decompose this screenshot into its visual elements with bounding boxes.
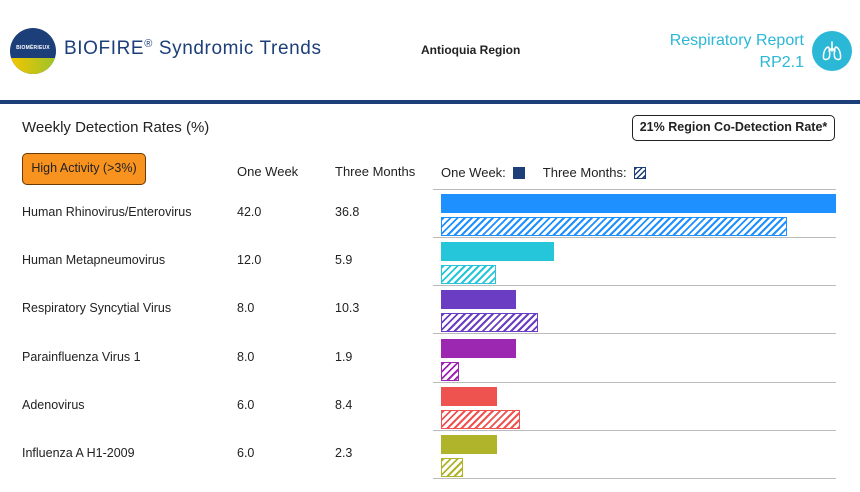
row-separator — [433, 381, 836, 383]
three-months-bar — [441, 409, 520, 429]
three-months-bar — [441, 217, 788, 236]
report-header: BIOMÉRIEUX BIOFIRE® Syndromic Trends Ant… — [0, 0, 860, 104]
table-row: Parainfluenza Virus 1 8.0 1.9 — [0, 335, 860, 383]
three-months-value: 36.8 — [335, 205, 360, 219]
logo-text: BIOMÉRIEUX — [16, 45, 50, 51]
table-row: Adenovirus 6.0 8.4 — [0, 383, 860, 431]
brand-suffix: Syndromic Trends — [158, 38, 322, 59]
three-months-bar — [441, 361, 459, 381]
chart-legend: One Week: Three Months: — [441, 165, 646, 180]
report-title-line1: Respiratory Report — [669, 32, 804, 49]
report-title: Respiratory Report RP2.1 — [670, 30, 804, 74]
pathogen-name: Influenza A H1-2009 — [22, 446, 135, 460]
legend-solid-swatch — [512, 166, 525, 179]
pathogen-name: Parainfluenza Virus 1 — [22, 349, 141, 364]
pathogen-name: Human Rhinovirus/Enterovirus — [22, 205, 192, 219]
legend-hatched-swatch — [633, 166, 646, 179]
section-title: Weekly Detection Rates (%) — [22, 119, 210, 136]
column-header-one-week: One Week — [237, 164, 299, 179]
report-title-line2: RP2.1 — [759, 54, 804, 71]
codetection-rate-box: 21% Region Co-Detection Rate* — [632, 115, 835, 141]
one-week-value: 6.0 — [237, 397, 255, 412]
table-row: Human Metapneumovirus 12.0 5.9 — [0, 238, 860, 287]
biomerieux-logo: BIOMÉRIEUX — [10, 28, 56, 74]
one-week-value: 8.0 — [237, 301, 255, 316]
three-months-value: 10.3 — [335, 301, 360, 316]
three-months-value: 5.9 — [335, 253, 353, 268]
region-label: Antioquia Region — [421, 43, 521, 57]
one-week-bar — [441, 194, 836, 213]
app-title: BIOFIRE® Syndromic Trends — [64, 38, 322, 60]
one-week-value: 42.0 — [237, 205, 262, 219]
column-header-three-months: Three Months — [335, 164, 416, 179]
one-week-bar — [441, 242, 554, 262]
one-week-bar — [441, 338, 517, 358]
brand-registered: ® — [144, 38, 153, 50]
one-week-value: 12.0 — [237, 253, 262, 268]
table-row: Influenza A H1-2009 6.0 2.3 — [0, 431, 860, 479]
pathogen-name: Adenovirus — [22, 397, 85, 412]
one-week-value: 6.0 — [237, 446, 255, 460]
one-week-bar — [441, 290, 517, 310]
three-months-bar — [441, 313, 538, 333]
three-months-bar — [441, 458, 463, 477]
table-row: Respiratory Syncytial Virus 8.0 10.3 — [0, 286, 860, 335]
lungs-icon — [812, 31, 852, 71]
three-months-bar — [441, 265, 497, 285]
legend-three-months-label: Three Months: — [542, 165, 627, 180]
row-separator — [433, 333, 836, 335]
one-week-bar — [441, 386, 498, 406]
high-activity-badge: High Activity (>3%) — [22, 153, 146, 185]
pathogen-name: Respiratory Syncytial Virus — [22, 301, 172, 316]
pathogen-name: Human Metapneumovirus — [22, 253, 166, 268]
row-separator — [433, 237, 836, 238]
three-months-value: 1.9 — [335, 349, 353, 364]
logo-band — [10, 58, 56, 74]
one-week-bar — [441, 435, 498, 454]
three-months-value: 2.3 — [335, 446, 353, 460]
brand-name: BIOFIRE — [64, 38, 145, 59]
table-header-line — [433, 189, 836, 190]
one-week-value: 8.0 — [237, 349, 255, 364]
table-row: Human Rhinovirus/Enterovirus 42.0 36.8 — [0, 190, 860, 238]
three-months-value: 8.4 — [335, 397, 353, 412]
row-separator — [433, 285, 836, 287]
legend-one-week-label: One Week: — [441, 165, 506, 180]
row-separator — [433, 478, 836, 479]
header-divider — [0, 100, 860, 104]
row-separator — [433, 429, 836, 431]
